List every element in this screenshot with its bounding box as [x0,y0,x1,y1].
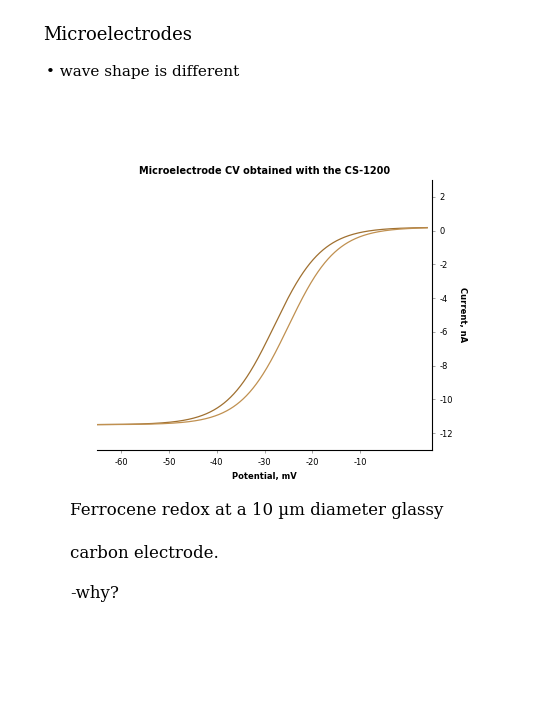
Text: • wave shape is different: • wave shape is different [46,65,239,78]
Y-axis label: Current, nA: Current, nA [458,287,467,343]
Text: Microelectrodes: Microelectrodes [43,26,192,44]
Text: carbon electrode.: carbon electrode. [70,545,219,562]
Text: -why?: -why? [70,585,119,602]
Text: Ferrocene redox at a 10 µm diameter glassy: Ferrocene redox at a 10 µm diameter glas… [70,502,443,519]
X-axis label: Potential, mV: Potential, mV [232,472,297,481]
Title: Microelectrode CV obtained with the CS-1200: Microelectrode CV obtained with the CS-1… [139,166,390,176]
